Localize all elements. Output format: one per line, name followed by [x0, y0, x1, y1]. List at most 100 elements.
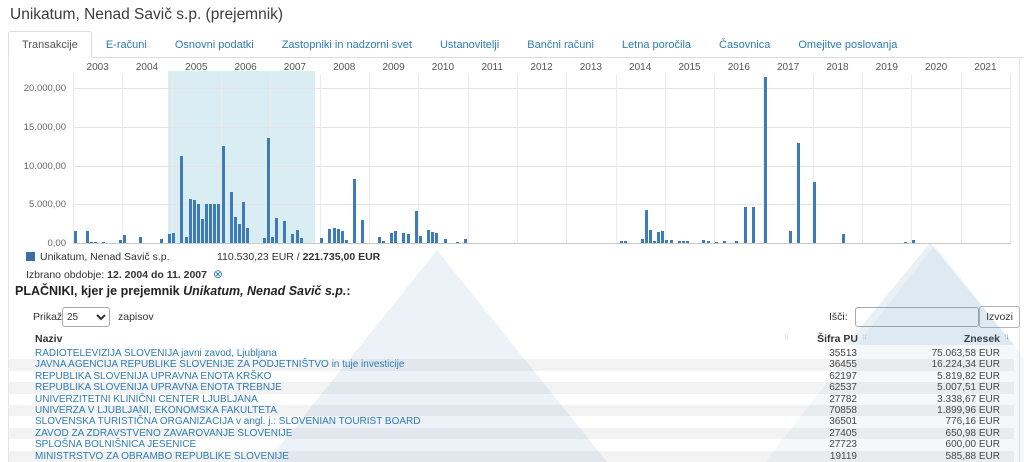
bar-2006-3[interactable] [229, 191, 233, 243]
export-button[interactable]: Izvozi [979, 306, 1020, 328]
search-input[interactable] [855, 307, 979, 327]
bar-2009-4[interactable] [381, 241, 385, 243]
bar-2018-1[interactable] [813, 181, 817, 243]
bar-2009-6[interactable] [390, 232, 394, 243]
payer-link[interactable]: REPUBLIKA SLOVENIJA UPRAVNA ENOTA KRŠKO [35, 370, 272, 382]
bar-2014-3[interactable] [624, 241, 628, 243]
bar-2014-9[interactable] [649, 229, 652, 243]
bar-2019-11[interactable] [903, 241, 907, 243]
tab-zastopniki-in-nadzorni-svet[interactable]: Zastopniki in nadzorni svet [281, 39, 412, 51]
bar-2015-6[interactable] [685, 241, 689, 243]
bar-2017-7[interactable] [788, 231, 792, 243]
tab-letna-poročila[interactable]: Letna poročila [621, 39, 692, 51]
bar-2007-8[interactable] [299, 237, 303, 243]
column-header-naziv[interactable]: Naziv [35, 333, 63, 345]
bar-2017-1[interactable] [764, 76, 768, 243]
bar-2006-12[interactable] [266, 137, 270, 243]
sifra-pu-sort-icon[interactable]: ↑↓ [861, 331, 868, 341]
bar-2004-12[interactable] [168, 233, 172, 243]
tab-omejitve-poslovanja[interactable]: Omejitve poslovanja [798, 39, 898, 51]
bar-2006-6[interactable] [242, 201, 246, 243]
bar-2015-10[interactable] [702, 240, 706, 243]
selection-region[interactable] [167, 71, 316, 243]
bar-2003-1[interactable] [73, 230, 77, 243]
bar-2008-1[interactable] [320, 237, 324, 243]
bar-2006-7[interactable] [246, 228, 250, 243]
bar-2003-5[interactable] [90, 241, 94, 243]
bar-2007-6[interactable] [291, 234, 295, 243]
bar-2004-1[interactable] [122, 235, 126, 243]
payer-link[interactable]: ZAVOD ZA ZDRAVSTVENO ZAVAROVANJE SLOVENI… [35, 427, 293, 439]
bar-2005-1[interactable] [172, 233, 176, 243]
bar-2005-7[interactable] [196, 204, 200, 243]
bar-2009-10[interactable] [406, 234, 410, 243]
bar-2005-4[interactable] [184, 237, 188, 243]
payer-link[interactable]: MINISTRSTVO ZA OBRAMBO REPUBLIKE SLOVENI… [35, 450, 289, 462]
bar-2009-7[interactable] [394, 230, 398, 243]
payer-link[interactable]: UNIVERZITETNI KLINIČNI CENTER LJUBLJANA [35, 393, 258, 405]
column-header-znesek[interactable]: Znesek [963, 333, 1000, 345]
tab-bančni-računi[interactable]: Bančni računi [527, 39, 594, 51]
bar-2009-9[interactable] [402, 232, 406, 243]
bar-2006-1[interactable] [221, 146, 225, 243]
bar-2016-1[interactable] [714, 241, 718, 243]
bar-2009-3[interactable] [377, 237, 381, 243]
bar-2010-1[interactable] [418, 236, 422, 243]
tab-časovnica[interactable]: Časovnica [719, 39, 771, 51]
bar-2005-8[interactable] [201, 218, 204, 243]
bar-2008-3[interactable] [328, 229, 332, 243]
bar-2005-3[interactable] [180, 155, 184, 243]
bar-2017-9[interactable] [796, 143, 800, 243]
bar-2010-12[interactable] [464, 238, 468, 243]
bar-2008-7[interactable] [344, 240, 348, 243]
naziv-sort-icon[interactable]: ↑↓ [783, 331, 790, 341]
payer-link[interactable]: SPLOŠNA BOLNIŠNICA JESENICE [35, 439, 197, 451]
znesek-sort-icon[interactable]: ↑↓ [1003, 331, 1010, 341]
bar-2014-2[interactable] [620, 241, 624, 243]
bar-2003-6[interactable] [94, 241, 98, 243]
bar-2018-8[interactable] [842, 234, 846, 243]
bar-2014-7[interactable] [640, 239, 644, 243]
bar-2003-12[interactable] [118, 240, 122, 243]
bar-2014-8[interactable] [644, 210, 648, 243]
bar-2008-9[interactable] [353, 179, 357, 243]
bar-2008-5[interactable] [336, 229, 340, 243]
bar-2016-6[interactable] [735, 241, 739, 243]
payer-link[interactable]: SLOVENSKA TURISTIČNA ORGANIZACIJA v angl… [35, 416, 421, 428]
bar-2006-4[interactable] [233, 217, 237, 243]
payer-link[interactable]: UNIVERZA V LJUBLJANI, EKONOMSKA FAKULTET… [35, 404, 277, 416]
tab-osnovni-podatki[interactable]: Osnovni podatki [174, 39, 254, 51]
tab-e-računi[interactable]: E-računi [105, 39, 147, 51]
bar-2010-4[interactable] [431, 231, 435, 243]
bar-2003-4[interactable] [85, 230, 89, 243]
bar-2008-11[interactable] [361, 219, 365, 243]
bar-2014-11[interactable] [657, 232, 661, 243]
bar-2016-10[interactable] [751, 207, 755, 243]
bar-2016-8[interactable] [743, 207, 747, 243]
column-header-sifra-pu[interactable]: Šifra PU [817, 333, 858, 345]
bar-2015-4[interactable] [677, 241, 681, 243]
bar-2007-2[interactable] [274, 217, 278, 243]
bar-2014-12[interactable] [661, 231, 665, 243]
tab-transakcije[interactable]: Transakcije [8, 31, 92, 58]
bar-2009-12[interactable] [414, 211, 418, 243]
bar-2015-5[interactable] [681, 241, 685, 243]
bar-2010-3[interactable] [427, 229, 431, 243]
bar-2005-5[interactable] [188, 199, 192, 243]
bar-2006-11[interactable] [262, 237, 266, 243]
bar-2007-7[interactable] [295, 230, 299, 243]
bar-2010-7[interactable] [443, 239, 447, 243]
bar-2006-5[interactable] [238, 224, 241, 243]
bar-2007-4[interactable] [283, 220, 287, 243]
bar-2015-1[interactable] [665, 239, 669, 243]
bar-2005-10[interactable] [209, 204, 213, 243]
bar-2020-1[interactable] [912, 240, 916, 243]
bar-2015-11[interactable] [706, 241, 710, 243]
bar-2007-1[interactable] [270, 236, 274, 243]
bar-2005-12[interactable] [217, 204, 221, 243]
bar-2004-5[interactable] [139, 236, 143, 243]
bar-2005-11[interactable] [213, 204, 217, 243]
bar-2014-10[interactable] [653, 241, 657, 243]
bar-2004-10[interactable] [159, 238, 163, 243]
tab-ustanovitelji[interactable]: Ustanovitelji [439, 39, 500, 51]
